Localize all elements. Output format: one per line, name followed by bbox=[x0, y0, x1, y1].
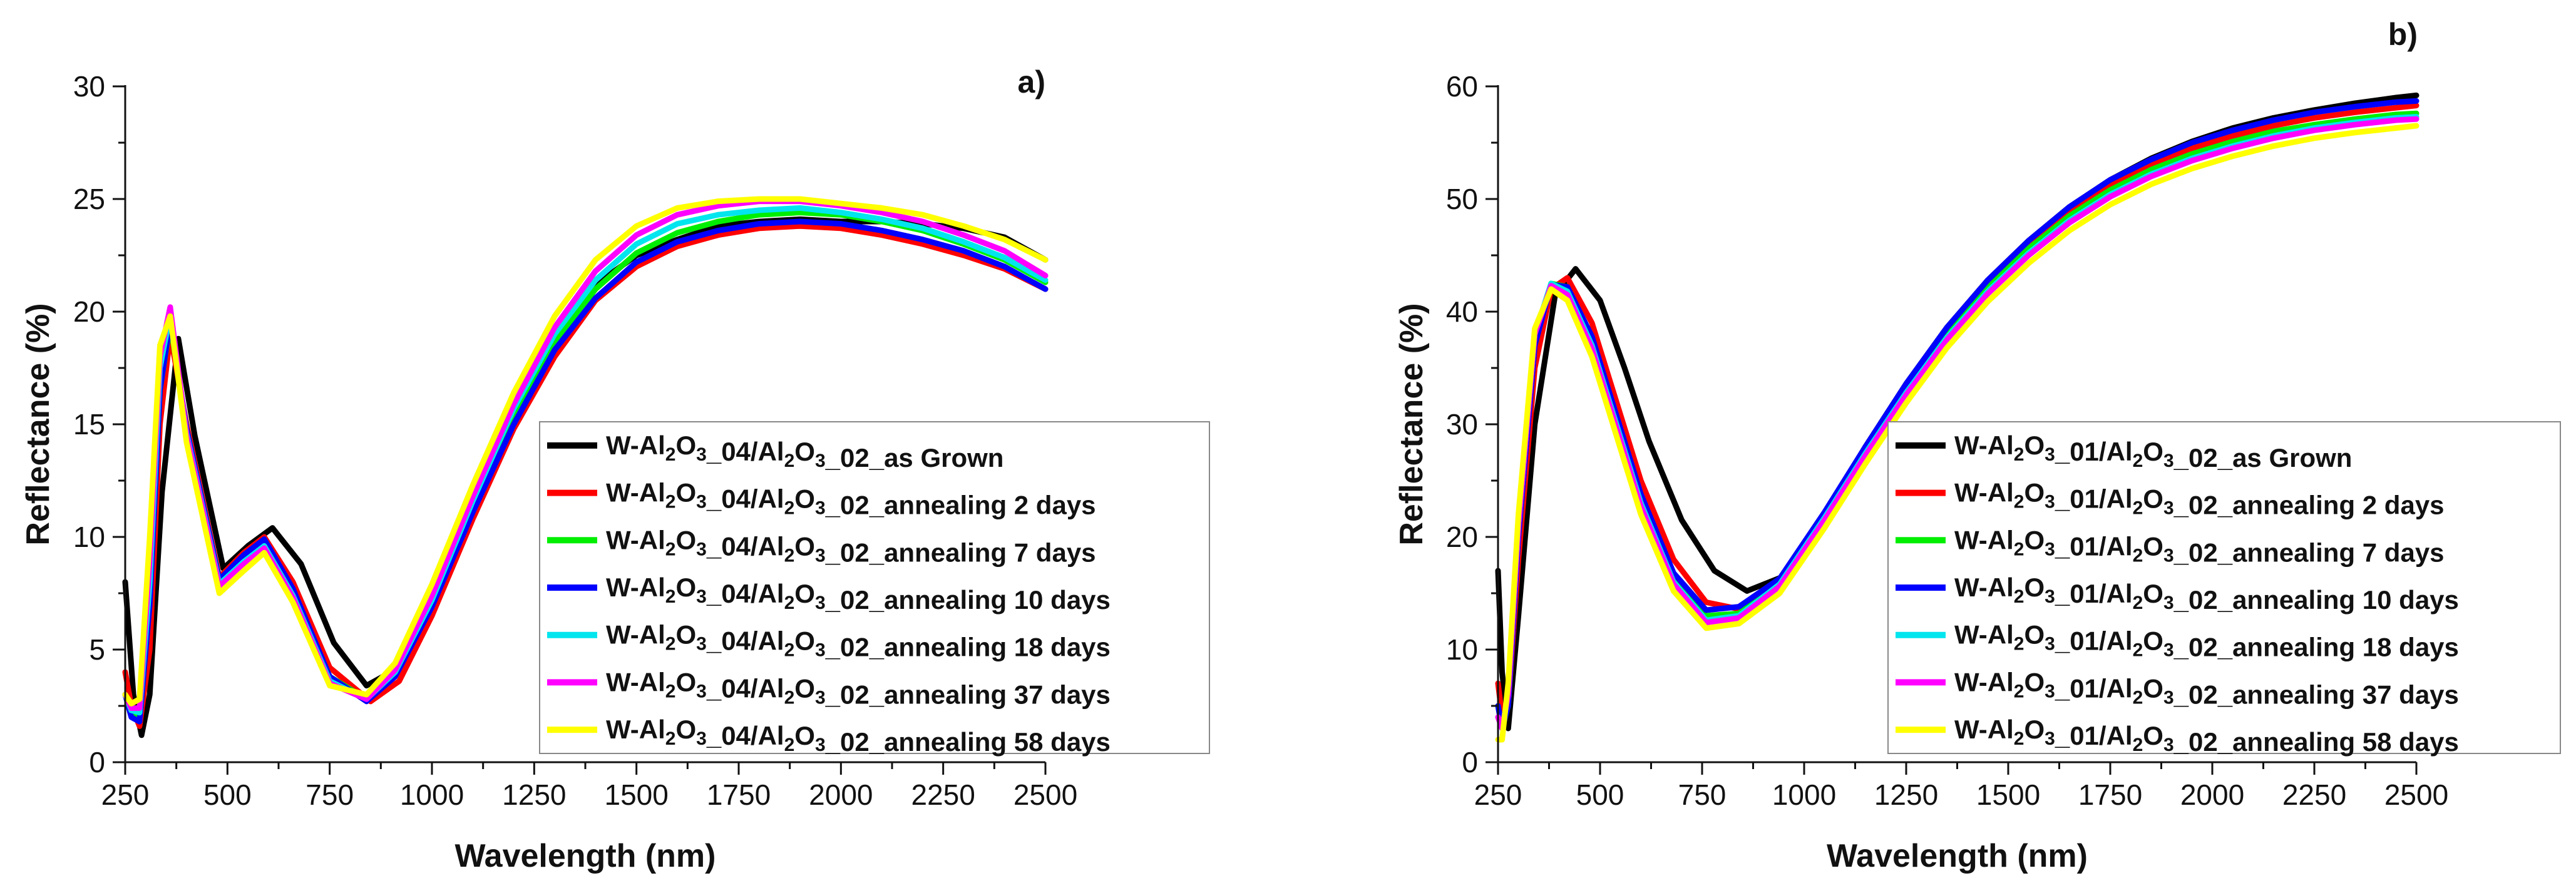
x-tick-label: 2500 bbox=[1013, 778, 1077, 811]
legend-box bbox=[539, 421, 1210, 754]
y-tick-label: 10 bbox=[73, 521, 105, 553]
chart-panel-a: 250 500 750 1000 1250 1500 1750 2000 2250 2500 0 5 1… bbox=[20, 64, 1210, 874]
y-tick-label: 15 bbox=[73, 408, 105, 441]
x-tick-label: 500 bbox=[1576, 778, 1624, 811]
y-axis-title: Reflectance (%) bbox=[1393, 303, 1430, 545]
y-tick-label: 20 bbox=[73, 295, 105, 328]
legend-entry-6: W-Al2O3_01/Al2O3_02_annealing 37 days bbox=[1954, 667, 2459, 709]
legend-entry-5: W-Al2O3_01/Al2O3_02_annealing 18 days bbox=[1954, 620, 2459, 662]
y-tick-label: 10 bbox=[1446, 633, 1478, 666]
y-tick-label: 30 bbox=[1446, 408, 1478, 441]
y-tick-label: 40 bbox=[1446, 295, 1478, 328]
series-line-7 bbox=[1495, 123, 2419, 743]
x-axis-title: Wavelength (nm) bbox=[1827, 838, 2088, 874]
y-tick-label: 0 bbox=[1462, 746, 1478, 778]
x-axis-title: Wavelength (nm) bbox=[455, 838, 716, 874]
legend-entry-1: W-Al2O3_04/Al2O3_02_as Grown bbox=[606, 431, 1003, 472]
x-tick-label: 500 bbox=[203, 778, 252, 811]
legend-entry-2: W-Al2O3_04/Al2O3_02_annealing 2 days bbox=[606, 478, 1096, 520]
x-tick-label: 1750 bbox=[707, 778, 771, 811]
series-group bbox=[1495, 92, 2419, 743]
y-tick-label: 30 bbox=[73, 70, 105, 103]
x-tick-label: 1000 bbox=[1772, 778, 1836, 811]
x-tick-label: 2250 bbox=[2282, 778, 2346, 811]
x-tick-label: 1500 bbox=[1976, 778, 2040, 811]
x-tick-label: 2250 bbox=[911, 778, 975, 811]
series-group bbox=[122, 196, 1049, 738]
x-tick-label: 1000 bbox=[400, 778, 464, 811]
y-tick-label: 25 bbox=[73, 183, 105, 215]
x-tick-label: 250 bbox=[101, 778, 150, 811]
legend-entry-2: W-Al2O3_01/Al2O3_02_annealing 2 days bbox=[1954, 478, 2445, 520]
x-tick-label: 1250 bbox=[502, 778, 566, 811]
legend-box bbox=[1887, 421, 2561, 754]
x-tick-label: 250 bbox=[1474, 778, 1522, 811]
legend-entry-3: W-Al2O3_04/Al2O3_02_annealing 7 days bbox=[606, 525, 1096, 567]
legend: W-Al2O3_01/Al2O3_02_as Grown W-Al2O3_01/A… bbox=[1887, 421, 2561, 757]
y-tick-label: 50 bbox=[1446, 183, 1478, 215]
legend-entry-7: W-Al2O3_01/Al2O3_02_annealing 58 days bbox=[1954, 715, 2459, 757]
x-tick-label: 1250 bbox=[1874, 778, 1938, 811]
panel-label: b) bbox=[2388, 17, 2418, 52]
x-tick-label: 2500 bbox=[2384, 778, 2448, 811]
legend-entry-5: W-Al2O3_04/Al2O3_02_annealing 18 days bbox=[606, 620, 1111, 662]
y-tick-label: 5 bbox=[89, 633, 105, 666]
panel-label: a) bbox=[1018, 64, 1045, 100]
series-line-7 bbox=[122, 196, 1049, 707]
chart-panel-b: 250 500 750 1000 1250 1500 1750 2000 2250 2500 0 10… bbox=[1393, 17, 2561, 874]
x-tick-label: 1500 bbox=[604, 778, 668, 811]
x-tick-label: 750 bbox=[305, 778, 354, 811]
y-axis-title: Reflectance (%) bbox=[20, 303, 56, 545]
x-tick-label: 750 bbox=[1678, 778, 1727, 811]
legend-entry-6: W-Al2O3_04/Al2O3_02_annealing 37 days bbox=[606, 667, 1111, 709]
legend: W-Al2O3_04/Al2O3_02_as Grown W-Al2O3_04/A… bbox=[539, 421, 1210, 757]
legend-entry-7: W-Al2O3_04/Al2O3_02_annealing 58 days bbox=[606, 715, 1111, 757]
legend-entry-1: W-Al2O3_01/Al2O3_02_as Grown bbox=[1954, 431, 2352, 472]
y-tick-label: 0 bbox=[89, 746, 105, 778]
legend-entry-4: W-Al2O3_01/Al2O3_02_annealing 10 days bbox=[1954, 573, 2459, 615]
x-tick-label: 1750 bbox=[2078, 778, 2142, 811]
x-tick-label: 2000 bbox=[2180, 778, 2244, 811]
x-tick-label: 2000 bbox=[809, 778, 873, 811]
legend-entry-4: W-Al2O3_04/Al2O3_02_annealing 10 days bbox=[606, 573, 1111, 615]
y-tick-label: 20 bbox=[1446, 521, 1478, 553]
legend-entry-3: W-Al2O3_01/Al2O3_02_annealing 7 days bbox=[1954, 525, 2445, 567]
y-tick-label: 60 bbox=[1446, 70, 1478, 103]
